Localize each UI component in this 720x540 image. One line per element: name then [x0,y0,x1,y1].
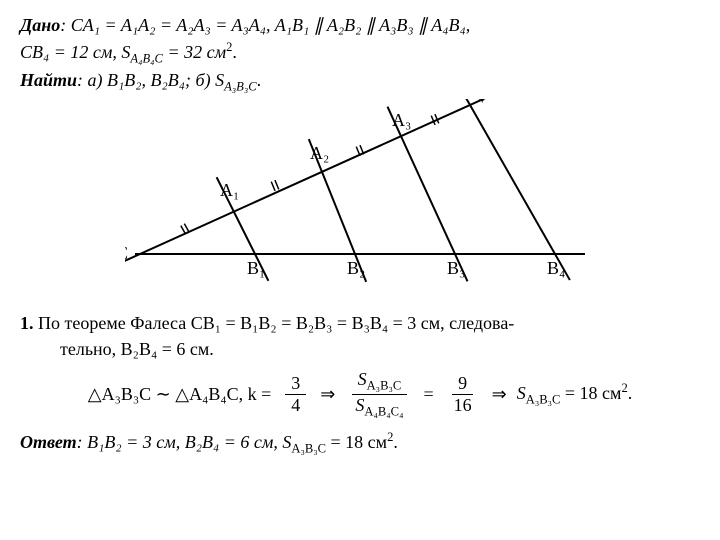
step1b: тельно, B₂B₄ = 6 см. [60,339,214,359]
svg-text:A₄: A₄ [465,99,484,103]
svg-text:A₁: A₁ [220,180,239,200]
arrow1: ⇒ [320,384,335,405]
res-a: S [517,383,526,403]
frac3-den: 16 [448,395,478,416]
frac1-num: 3 [285,373,306,395]
given2a: CB₄ = 12 см, S [20,42,130,62]
svg-text:A₂: A₂ [310,143,329,163]
frac-areas: SA₃B₃C SA₄B₄C₄ [349,369,409,419]
find-body: : a) B₁B₂, B₂B₄; б) S [77,70,224,90]
res-sub: A₃B₃C [526,392,561,406]
frac-k: 3 4 [285,373,306,416]
svg-text:C: C [125,243,128,263]
svg-text:B₄: B₄ [547,258,565,278]
step1-num: 1. [20,313,34,333]
find-line: Найти: a) B₁B₂, B₂B₄; б) SA₃B₃C. [20,69,700,95]
step1a: По теореме Фалеса CB₁ = B₁B₂ = B₂B₃ = B₃… [34,313,515,333]
geometry-diagram: C A₁ A₂ A₃ A₄ B₁ B₂ B₃ B₄ [125,99,595,299]
given-eq1: : CA₁ = A₁A₂ = A₂A₃ = A₃A₄, A₁B₁ ∥ A₂B₂ … [60,15,470,35]
given2-sub: A₄B₄C [130,52,163,66]
arrow2: ⇒ [492,384,507,405]
answer-a: : B₁B₂ = 3 см, B₂B₄ = 6 см, S [77,432,292,452]
frac2-den: SA₄B₄C₄ [349,395,409,420]
answer-line: Ответ: B₁B₂ = 3 см, B₂B₄ = 6 см, SA₃B₃C … [20,429,700,457]
similarity-equation: △A₃B₃C ∼ △A₄B₄C, k = 3 4 ⇒ SA₃B₃C SA₄B₄C… [20,369,700,419]
diagram-container: C A₁ A₂ A₃ A₄ B₁ B₂ B₃ B₄ [20,99,700,304]
find-end: . [257,70,262,90]
svg-text:B₂: B₂ [347,258,365,278]
mid-eq: = [423,384,433,405]
f2ds: A₄B₄C₄ [364,404,403,418]
answer-end: . [393,432,398,452]
res-b: = 18 см [560,383,621,403]
given-line-2: CB₄ = 12 см, SA₄B₄C = 32 см2. [20,39,700,67]
step1-line2: тельно, B₂B₄ = 6 см. [20,338,700,361]
f2na: S [358,369,367,389]
frac1-den: 4 [285,395,306,416]
find-sub: A₃B₃C [224,80,257,94]
given-label: Дано [20,15,60,35]
svg-text:A₃: A₃ [392,110,411,130]
step1-line1: 1. По теореме Фалеса CB₁ = B₁B₂ = B₂B₃ =… [20,312,700,335]
frac2-num: SA₃B₃C [352,369,408,395]
f2ns: A₃B₃C [367,379,402,393]
res-end: . [628,383,633,403]
frac3-num: 9 [452,373,473,395]
answer-b: = 18 см [326,432,387,452]
answer-sub: A₃B₃C [291,442,326,456]
answer-label: Ответ [20,432,77,452]
given-line-1: Дано: CA₁ = A₁A₂ = A₂A₃ = A₃A₄, A₁B₁ ∥ A… [20,14,700,37]
svg-text:B₁: B₁ [247,258,265,278]
frac-916: 9 16 [448,373,478,416]
given2-end: . [232,42,237,62]
given2b: = 32 см [163,42,226,62]
find-label: Найти [20,70,77,90]
svg-text:B₃: B₃ [447,258,465,278]
result: SA₃B₃C = 18 см2. [517,381,633,408]
sim-lhs: △A₃B₃C ∼ △A₄B₄C, k = [88,384,272,405]
